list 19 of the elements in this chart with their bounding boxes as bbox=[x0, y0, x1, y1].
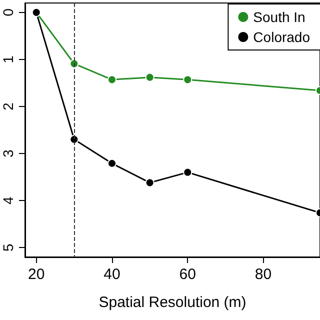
y-tick-label: 4 bbox=[0, 196, 16, 204]
point bbox=[107, 75, 116, 84]
x-tick-label: 60 bbox=[179, 266, 196, 283]
legend-label: South In bbox=[253, 9, 306, 25]
x-tick-label: 20 bbox=[28, 266, 45, 283]
point bbox=[145, 72, 154, 82]
x-tick-label: 40 bbox=[104, 266, 120, 283]
point bbox=[183, 168, 192, 177]
point bbox=[183, 75, 192, 84]
x-tick-label: 80 bbox=[254, 266, 272, 283]
point bbox=[145, 178, 154, 188]
x-axis-title: Spatial Resolution (m) bbox=[98, 294, 246, 311]
y-tick-label: 2 bbox=[0, 102, 16, 110]
point bbox=[107, 158, 116, 168]
y-tick-label: 3 bbox=[0, 149, 16, 158]
legend-label: Colorado bbox=[253, 29, 310, 45]
y-tick-label: 0 bbox=[0, 8, 16, 16]
y-tick-label: 1 bbox=[0, 55, 16, 64]
y-tick-label: 5 bbox=[0, 243, 16, 252]
